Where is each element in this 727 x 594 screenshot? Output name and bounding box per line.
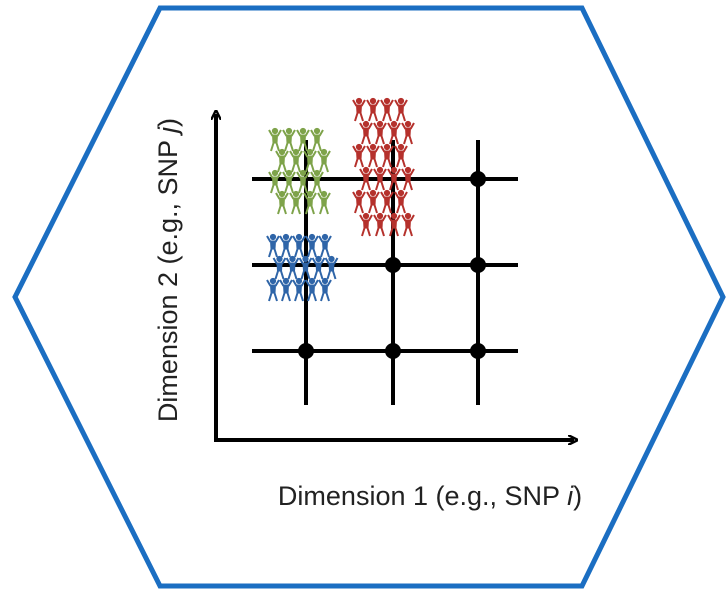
label-text: ) — [153, 118, 183, 127]
grid-point — [385, 257, 401, 273]
x-axis-label: Dimension 1 (e.g., SNP i) — [278, 481, 582, 511]
grid-point — [470, 257, 486, 273]
grid-point — [385, 343, 401, 359]
label-text: Dimension 1 (e.g., SNP — [278, 481, 567, 511]
label-text: ) — [573, 481, 582, 511]
label-text: Dimension 2 (e.g., SNP — [153, 133, 183, 422]
page: {"x_axis_label": {"text": "Dimension 1 (… — [0, 0, 727, 594]
grid-point — [470, 343, 486, 359]
y-axis-label: Dimension 2 (e.g., SNP j) — [153, 118, 183, 422]
diagram: Dimension 1 (e.g., SNP i) Dimension 2 (e… — [0, 0, 727, 594]
grid-point — [470, 171, 486, 187]
grid-point — [298, 343, 314, 359]
